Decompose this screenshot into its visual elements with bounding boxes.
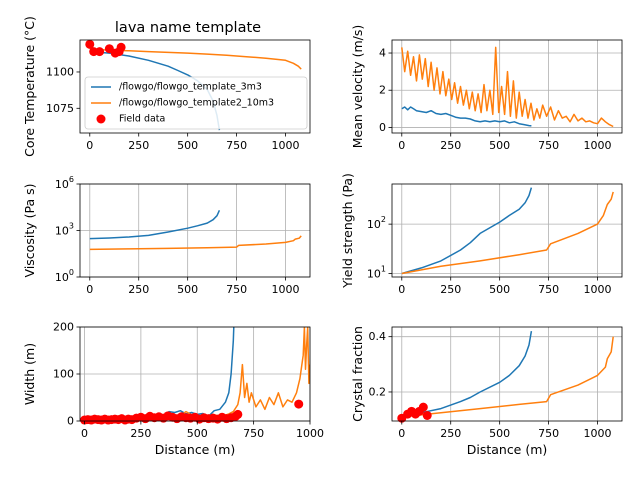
y-tick-label: 0 [67,415,74,428]
field-data-point [95,47,105,57]
y-tick-label: 106 [55,175,74,191]
plot-area [401,330,614,418]
x-tick-label: 500 [177,283,198,296]
field-data-point [85,39,95,49]
subplot-yield: 0 250 500 750 1000 101 102 Yield strength (Pa) [340,173,623,296]
y-axis-label: Width (m) [22,343,37,405]
x-tick-label: 1000 [296,427,324,440]
x-tick-label: 1000 [584,283,612,296]
y-tick-label: 0 [379,121,386,134]
legend: /flowgo/flowgo_template_3m3/flowgo/flowg… [84,76,308,130]
axes-frame [391,326,623,422]
x-tick-label: 750 [538,427,559,440]
x-tick-label: 500 [187,427,208,440]
y-axis-label: Core Temperature (°C) [22,16,37,157]
axes-frame [391,183,623,278]
y-tick-label: 1075 [46,102,74,115]
x-tick-label: 500 [489,427,510,440]
series-line-2 [89,47,302,70]
legend-entry-3: Field data [119,114,165,125]
y-axis-label: Mean velocity (m/s) [350,25,365,149]
subplot-velocity: 0 250 500 750 1000 0 2 4 Mean velocity (m/s) [350,25,623,152]
series-line-1 [89,209,221,240]
x-tick-label: 0 [398,139,405,152]
x-tick-label: 0 [86,283,93,296]
series-line-1 [401,187,533,275]
x-tick-label: 750 [226,139,247,152]
y-axis-label: Yield strength (Pa) [340,173,355,289]
x-axis-label: Distance (m) [467,442,548,457]
subplot-viscosity: 0 250 500 750 1000 100 103 106 Viscosity (Pa s) [22,175,311,296]
x-tick-label: 1000 [272,139,300,152]
plot-area [89,209,302,251]
series-line-2 [401,46,614,128]
y-tick-label: 101 [367,265,386,281]
x-tick-label: 250 [128,283,149,296]
x-tick-label: 250 [440,283,461,296]
legend-entry-1: /flowgo/flowgo_template_3m3 [119,82,262,93]
axes-frame [391,39,623,134]
x-tick-label: 250 [440,427,461,440]
x-tick-label: 500 [177,139,198,152]
y-tick-label: 102 [367,215,386,231]
field-data-point [418,402,428,412]
legend-marker [96,114,106,124]
x-tick-label: 1000 [272,283,300,296]
y-tick-label: 100 [55,268,74,284]
y-axis-label: Crystal fraction [350,326,365,422]
y-tick-label: 103 [55,222,74,238]
x-tick-label: 0 [398,427,405,440]
legend-entry-2: /flowgo/flowgo_template2_10m3 [119,98,274,109]
field-data-point [294,399,304,409]
x-tick-label: 0 [81,427,88,440]
y-tick-label: 1100 [46,65,74,78]
legend-frame [84,76,308,130]
y-tick-label: 200 [53,321,74,334]
x-tick-label: 500 [489,139,510,152]
y-tick-label: 100 [53,368,74,381]
y-axis-label: Viscosity (Pa s) [22,184,37,278]
x-tick-label: 1000 [584,139,612,152]
x-tick-label: 750 [538,283,559,296]
series-line-2 [401,336,614,418]
subplot-width: 0 250 500 750 1000 0 100 200 Width (m) Distance (… [22,321,324,458]
y-tick-label: 4 [379,47,386,60]
plot-area [401,46,614,128]
field-data-point [422,410,432,420]
x-tick-label: 750 [243,427,264,440]
x-tick-label: 750 [538,139,559,152]
x-axis-label: Distance (m) [155,442,236,457]
series-line-1 [401,330,533,418]
axes-frame [79,39,311,134]
x-tick-label: 250 [128,139,149,152]
series-line-1 [401,106,532,127]
subplot-crystal: 0 250 500 750 1000 0.2 0.4 Crystal fraction Dist… [350,326,623,457]
x-tick-label: 250 [440,139,461,152]
y-tick-label: 0.2 [369,385,387,398]
plot-area [401,187,614,275]
x-tick-label: 500 [489,283,510,296]
x-tick-label: 250 [130,427,151,440]
x-tick-label: 750 [226,283,247,296]
subplot-temperature: 0 250 500 750 1000 1075 1100 Core Temperature (… [22,16,311,157]
x-tick-label: 0 [398,283,405,296]
y-tick-label: 0.4 [369,330,387,343]
series-line-2 [89,235,302,251]
figure-title: lava name template [115,20,261,36]
field-data-point [116,42,126,52]
y-tick-label: 2 [379,84,386,97]
field-data-point [233,409,243,419]
x-tick-label: 0 [86,139,93,152]
series-line-2 [401,191,614,275]
x-tick-label: 1000 [584,427,612,440]
